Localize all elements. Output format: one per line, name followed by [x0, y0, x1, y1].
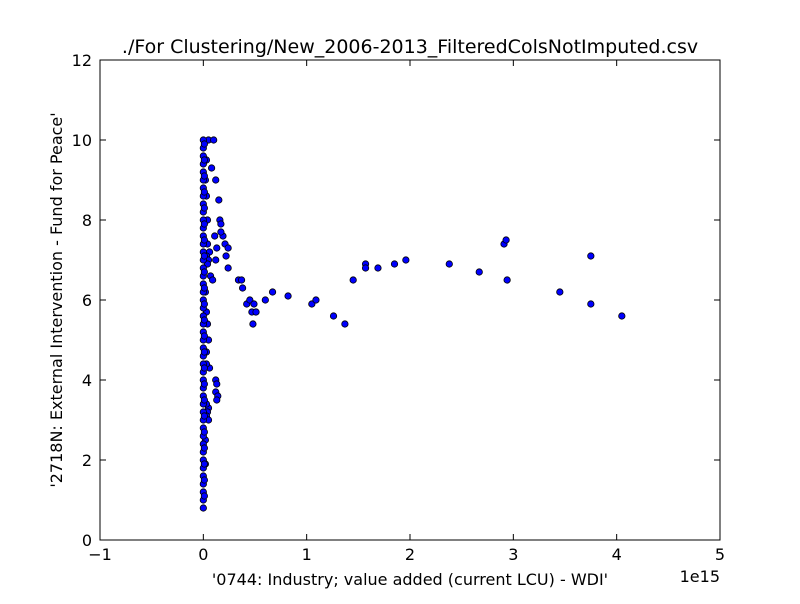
scatter-point: [200, 396, 208, 404]
scatter-point: [224, 264, 232, 272]
scatter-point: [200, 188, 208, 196]
scatter-point: [212, 176, 220, 184]
scatter-point: [200, 220, 208, 228]
scatter-point: [200, 380, 208, 388]
y-tick-label: 10: [72, 131, 92, 150]
scatter-point: [199, 504, 207, 512]
scatter-point: [587, 300, 595, 308]
x-tick-label: 5: [715, 545, 725, 564]
scatter-point: [361, 264, 370, 272]
scatter-point: [200, 252, 208, 260]
x-axis-offset: 1e15: [680, 567, 720, 586]
y-tick-label: 4: [82, 371, 92, 390]
scatter-point: [349, 276, 357, 284]
chart-title: ./For Clustering/New_2006-2013_FilteredC…: [122, 36, 698, 58]
scatter-point: [213, 244, 221, 252]
x-tick-label: 2: [405, 545, 415, 564]
x-tick-label: −1: [88, 545, 112, 564]
scatter-point: [200, 300, 208, 308]
scatter-point: [502, 236, 510, 244]
x-tick-label: 1: [302, 545, 312, 564]
scatter-point: [556, 288, 564, 296]
scatter-point: [503, 276, 511, 284]
scatter-point: [200, 412, 208, 420]
scatter-point: [374, 264, 382, 272]
scatter-point: [239, 284, 247, 292]
scatter-point: [200, 268, 208, 276]
scatter-point: [200, 316, 208, 324]
x-axis-label: '0744: Industry; value added (current LC…: [212, 570, 608, 589]
scatter-point: [252, 308, 260, 316]
x-tick-label: 0: [198, 545, 208, 564]
y-tick-label: 0: [82, 531, 92, 550]
scatter-point: [249, 320, 257, 328]
scatter-point: [402, 256, 410, 264]
scatter-point: [200, 476, 208, 484]
scatter-point: [268, 288, 277, 296]
scatter-point: [200, 444, 208, 452]
x-tick-label: 3: [508, 545, 518, 564]
scatter-point: [284, 292, 292, 300]
scatter-point: [587, 252, 595, 260]
scatter-point: [618, 312, 626, 320]
scatter-point: [200, 236, 208, 244]
y-tick-label: 8: [82, 211, 92, 230]
scatter-point: [210, 136, 218, 144]
scatter-point: [200, 364, 208, 372]
scatter-point: [390, 260, 399, 268]
data-points: [199, 136, 626, 512]
scatter-point: [200, 460, 208, 468]
scatter-point: [200, 156, 208, 164]
scatter-point: [200, 348, 208, 356]
scatter-point: [212, 256, 220, 264]
y-axis-label: '2718N: External Intervention - Fund for…: [47, 112, 66, 487]
y-tick-label: 2: [82, 451, 92, 470]
scatter-point: [261, 296, 269, 304]
scatter-point: [237, 276, 246, 284]
scatter-point: [213, 380, 221, 388]
scatter-point: [445, 260, 453, 268]
x-tick-label: 4: [612, 545, 622, 564]
y-axis: 0 2 4 6 8 10 12: [72, 51, 720, 550]
scatter-point: [341, 320, 349, 328]
scatter-point: [215, 196, 223, 204]
scatter-point: [217, 228, 225, 236]
scatter-point: [222, 252, 230, 260]
y-tick-label: 6: [82, 291, 92, 310]
y-tick-label: 12: [72, 51, 92, 70]
x-axis: −1 0 1 2 3 4 5: [88, 60, 725, 564]
scatter-point: [200, 172, 208, 180]
scatter-point: [208, 164, 216, 172]
scatter-point: [200, 332, 208, 340]
scatter-point: [200, 492, 208, 500]
scatter-point: [200, 428, 208, 436]
scatter-point: [224, 244, 232, 252]
scatter-point: [200, 204, 208, 212]
scatter-point: [312, 296, 320, 304]
scatter-point: [200, 284, 208, 292]
scatter-point: [200, 140, 208, 148]
scatter-point: [329, 312, 338, 320]
scatter-point: [211, 232, 219, 240]
scatter-point: [213, 396, 221, 404]
scatter-point: [250, 300, 258, 308]
scatter-point: [475, 268, 483, 276]
scatter-point: [217, 220, 225, 228]
scatter-point: [209, 276, 217, 284]
